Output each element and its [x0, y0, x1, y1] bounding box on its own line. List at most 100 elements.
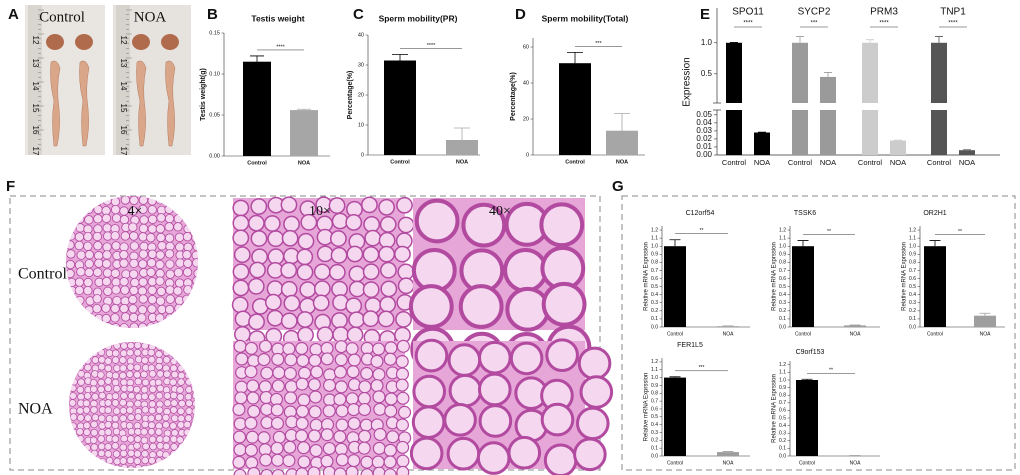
tubule [372, 390, 386, 404]
tubule [76, 250, 86, 260]
tubule [347, 353, 361, 367]
tubule [83, 443, 91, 452]
bar [792, 110, 808, 155]
tubule [461, 202, 507, 248]
tubule [105, 349, 114, 357]
tubule [176, 393, 185, 401]
tubule [90, 399, 98, 408]
tubule [147, 295, 157, 305]
tubule [174, 232, 185, 243]
tubule [395, 355, 409, 369]
tubule [119, 303, 129, 314]
tubule [104, 450, 112, 458]
tubule [543, 443, 578, 475]
tubule [97, 435, 105, 443]
significance-label: **** [743, 21, 753, 27]
series-name: TNP1 [940, 7, 966, 18]
tubule [505, 286, 551, 332]
tubule [119, 443, 127, 452]
tubule [362, 310, 380, 328]
tubule [155, 362, 163, 371]
tubule [162, 356, 171, 364]
bar [862, 110, 878, 155]
error-bar [935, 36, 943, 43]
tubule [149, 385, 157, 394]
tubule [280, 196, 298, 214]
y-tick-label: 1.1 [651, 235, 658, 241]
tubule [126, 363, 135, 371]
tubule [378, 245, 396, 263]
tubule [170, 399, 178, 407]
tubule [177, 378, 185, 386]
tubule [77, 393, 85, 401]
y-tick-label: 0.0 [779, 324, 786, 330]
tubule [192, 196, 198, 206]
bar [792, 42, 808, 103]
bar [606, 130, 638, 155]
tubule [272, 366, 286, 380]
tubule [183, 465, 192, 468]
tubule [192, 312, 198, 322]
series-name: PRM3 [870, 7, 898, 18]
tubule [138, 249, 149, 259]
tubule [347, 403, 361, 417]
tubule [335, 404, 349, 418]
tubule [69, 371, 77, 379]
tubule [234, 391, 248, 405]
y-tick-label: 0.7 [909, 268, 916, 274]
y-tick-label: 0 [361, 152, 364, 158]
y-tick-label: 0.8 [909, 260, 916, 266]
y-tick-label: 0.1 [909, 316, 916, 322]
tubule [156, 213, 166, 223]
tubule [104, 428, 112, 436]
chart-title: OR2H1 [923, 210, 946, 217]
y-axis-label: Relative mRNA Exprssion [772, 374, 778, 443]
y-tick-label: 0.5 [779, 415, 786, 421]
tubule [358, 429, 372, 443]
y-axis-label: Percentage(%) [510, 72, 517, 121]
tubule [113, 457, 121, 466]
tubule [345, 297, 363, 315]
tubule [90, 443, 99, 451]
tubule [183, 321, 193, 328]
tissue [66, 196, 198, 328]
tubule [138, 232, 148, 242]
tubule [345, 342, 359, 356]
y-axis-label: Percentage(%) [347, 71, 354, 120]
tubule [82, 399, 91, 408]
y-tick-label: 0.4 [779, 423, 786, 429]
tubule [155, 296, 166, 306]
tubule [84, 357, 92, 365]
tubule [148, 400, 157, 408]
tubule [249, 261, 266, 279]
tubule [345, 465, 359, 475]
tubule [83, 342, 92, 350]
panel-label: C [353, 6, 364, 23]
tubule [244, 365, 258, 379]
tubule [579, 375, 614, 409]
tubule [280, 280, 298, 298]
histology-images [66, 196, 614, 475]
tubule [309, 342, 323, 357]
tubule [94, 258, 104, 268]
tubule [232, 263, 250, 281]
tubule [183, 428, 191, 437]
tubule [76, 428, 84, 436]
bar [931, 42, 947, 103]
tubule [192, 414, 195, 422]
tubule [414, 198, 460, 244]
tubule [297, 232, 315, 250]
tubule [98, 422, 106, 430]
tubule [183, 420, 191, 429]
tubule [84, 267, 94, 278]
tubule [271, 379, 285, 393]
tubule [282, 342, 296, 356]
tubule [192, 465, 195, 468]
tubule [396, 196, 413, 214]
bar [726, 110, 742, 155]
tubule [69, 363, 77, 371]
x-tick-label: Control [667, 460, 683, 466]
tubule [162, 348, 171, 357]
tubule [129, 196, 139, 206]
x-tick-label: Control [927, 331, 943, 337]
